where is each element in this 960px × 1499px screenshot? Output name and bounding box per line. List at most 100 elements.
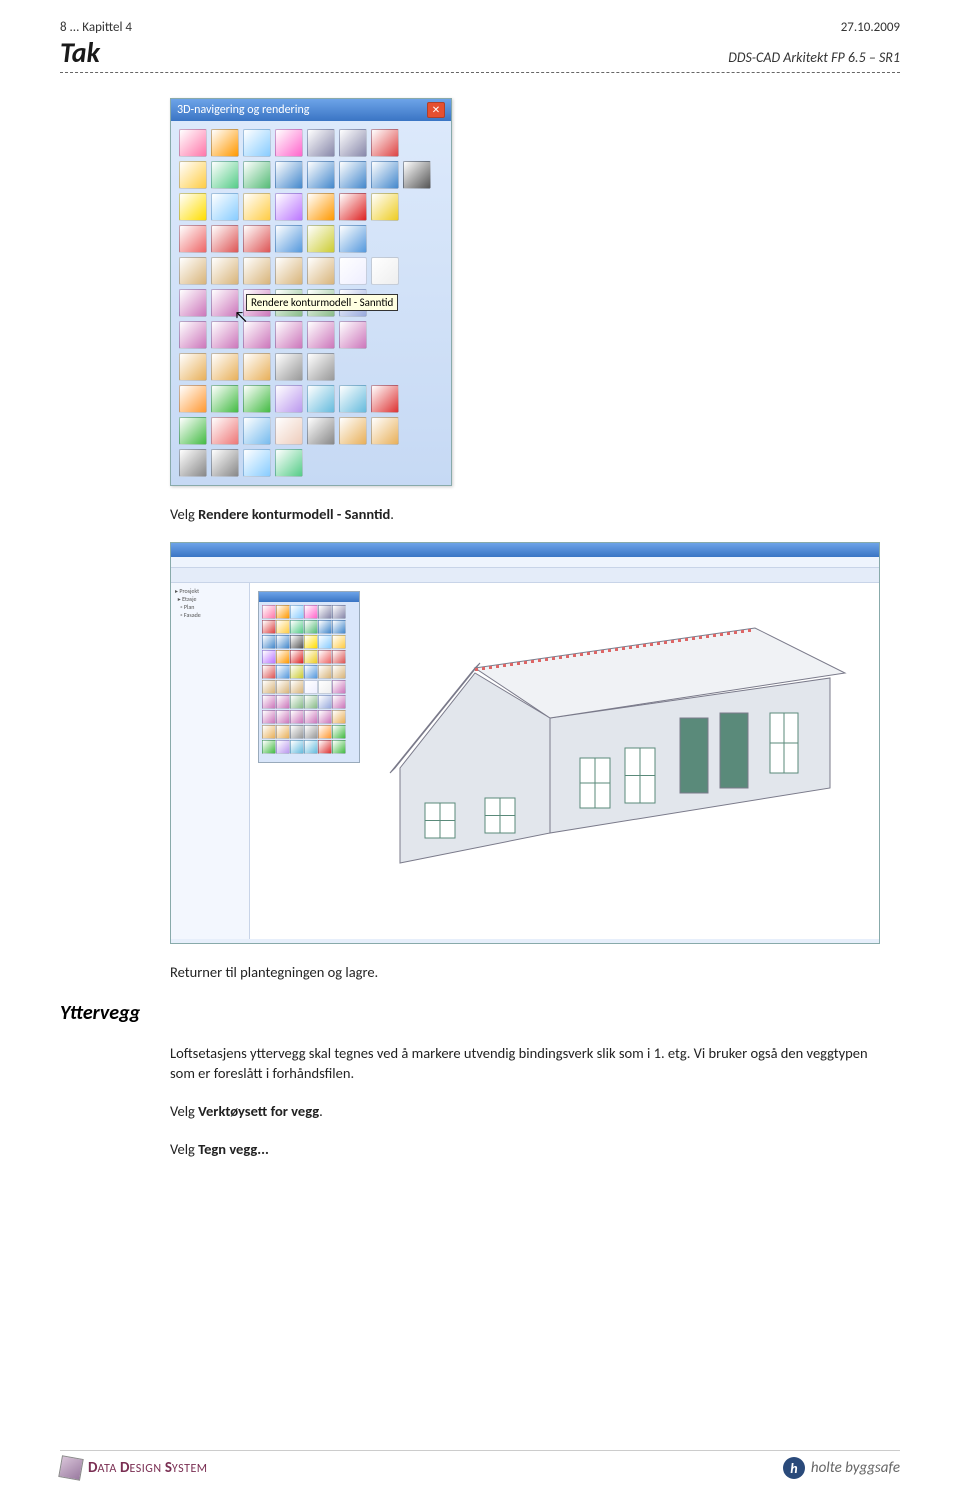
palette-icon [403, 225, 431, 253]
palette-icon[interactable] [275, 417, 303, 445]
palette-icon[interactable] [371, 161, 399, 189]
palette-icon [371, 449, 399, 477]
palette-icon[interactable] [211, 161, 239, 189]
palette-icon [403, 417, 431, 445]
section-heading: Yttervegg [60, 1001, 880, 1025]
palette-icon[interactable] [243, 161, 271, 189]
palette-icon[interactable] [243, 257, 271, 285]
palette-icon[interactable] [243, 417, 271, 445]
palette-icon[interactable] [243, 449, 271, 477]
footer-dds: DATA DESIGN SYSTEM [60, 1457, 208, 1479]
palette-icon[interactable] [371, 385, 399, 413]
palette-icon[interactable] [307, 129, 335, 157]
palette-icon[interactable] [307, 161, 335, 189]
palette-icon[interactable] [307, 321, 335, 349]
product-title: DDS-CAD Arkitekt FP 6.5 – SR1 [728, 49, 900, 66]
palette-icon[interactable] [307, 225, 335, 253]
palette-icon[interactable] [339, 385, 367, 413]
palette-icon[interactable] [179, 417, 207, 445]
palette-icon[interactable] [243, 129, 271, 157]
palette-icon[interactable] [371, 257, 399, 285]
palette-icon[interactable] [339, 321, 367, 349]
palette-icon[interactable] [339, 225, 367, 253]
palette-icon[interactable] [275, 449, 303, 477]
page-title: Tak [60, 35, 100, 70]
palette-icon[interactable] [339, 193, 367, 221]
palette-icon[interactable] [371, 129, 399, 157]
palette-icon[interactable] [339, 161, 367, 189]
app-sidebar: ▸ Prosjekt ▸ Etasje ◦ Plan ◦ Fasade [171, 583, 250, 939]
palette-icon [403, 385, 431, 413]
palette-icon[interactable] [275, 321, 303, 349]
palette-icon [307, 449, 335, 477]
palette-window: 3D-navigering og rendering ✕ Rendere kon… [170, 98, 452, 486]
palette-icon[interactable] [243, 193, 271, 221]
palette-icon[interactable] [211, 449, 239, 477]
palette-icon [371, 321, 399, 349]
palette-icon [403, 289, 431, 317]
palette-icon[interactable] [179, 385, 207, 413]
paragraph-3: Loftsetasjens yttervegg skal tegnes ved … [170, 1043, 880, 1084]
palette-icon[interactable] [307, 385, 335, 413]
app-canvas [250, 583, 879, 939]
palette-icon[interactable] [243, 385, 271, 413]
chapter-label: 8 ... Kapittel 4 [60, 20, 132, 35]
palette-icon[interactable] [211, 417, 239, 445]
palette-title: 3D-navigering og rendering [177, 103, 309, 117]
palette-icon[interactable] [275, 161, 303, 189]
palette-icon [371, 225, 399, 253]
palette-icon[interactable] [339, 417, 367, 445]
palette-icon[interactable] [211, 193, 239, 221]
tooltip: Rendere konturmodell - Sanntid [246, 294, 398, 311]
palette-icon[interactable] [243, 321, 271, 349]
palette-icon[interactable] [371, 417, 399, 445]
palette-icon[interactable] [211, 257, 239, 285]
palette-icon[interactable] [179, 449, 207, 477]
close-icon[interactable]: ✕ [427, 102, 445, 118]
palette-icon[interactable] [275, 385, 303, 413]
palette-icon[interactable]: Rendere konturmodell - Sanntid↖ [211, 289, 239, 317]
palette-icon[interactable] [275, 353, 303, 381]
palette-icon[interactable] [339, 257, 367, 285]
palette-icon[interactable] [179, 193, 207, 221]
palette-icon[interactable] [275, 193, 303, 221]
palette-icon[interactable] [211, 385, 239, 413]
palette-icon[interactable] [403, 161, 431, 189]
palette-icon[interactable] [275, 225, 303, 253]
palette-icon[interactable] [211, 225, 239, 253]
palette-icon[interactable] [211, 353, 239, 381]
palette-icon [339, 353, 367, 381]
palette-icon[interactable] [211, 321, 239, 349]
palette-icon[interactable] [339, 129, 367, 157]
palette-icon[interactable] [371, 193, 399, 221]
paragraph-4: Velg Verktøysett for vegg. [170, 1101, 880, 1121]
palette-icon[interactable] [275, 129, 303, 157]
palette-icon[interactable] [307, 353, 335, 381]
paragraph-1: Velg Rendere konturmodell - Sanntid. [170, 504, 880, 524]
palette-icon[interactable] [179, 321, 207, 349]
paragraph-2: Returner til plantegningen og lagre. [170, 962, 880, 982]
palette-icon[interactable] [275, 257, 303, 285]
palette-icon[interactable] [179, 257, 207, 285]
mini-palette [258, 591, 360, 763]
paragraph-5: Velg Tegn vegg... [170, 1139, 880, 1159]
palette-icon [403, 321, 431, 349]
holte-logo-icon: h [783, 1457, 805, 1479]
palette-icon [403, 193, 431, 221]
palette-icon[interactable] [307, 193, 335, 221]
palette-icon[interactable] [243, 353, 271, 381]
palette-icon[interactable] [179, 289, 207, 317]
dds-logo-icon [58, 1455, 83, 1480]
palette-icon [403, 449, 431, 477]
palette-icon[interactable] [211, 129, 239, 157]
palette-icon[interactable] [307, 257, 335, 285]
date-label: 27.10.2009 [841, 20, 900, 35]
palette-icon[interactable] [307, 417, 335, 445]
palette-icon[interactable] [179, 161, 207, 189]
palette-icon [403, 129, 431, 157]
app-window: ▸ Prosjekt ▸ Etasje ◦ Plan ◦ Fasade [170, 542, 880, 944]
palette-icon[interactable] [179, 353, 207, 381]
palette-icon[interactable] [243, 225, 271, 253]
palette-icon[interactable] [179, 225, 207, 253]
palette-icon[interactable] [179, 129, 207, 157]
